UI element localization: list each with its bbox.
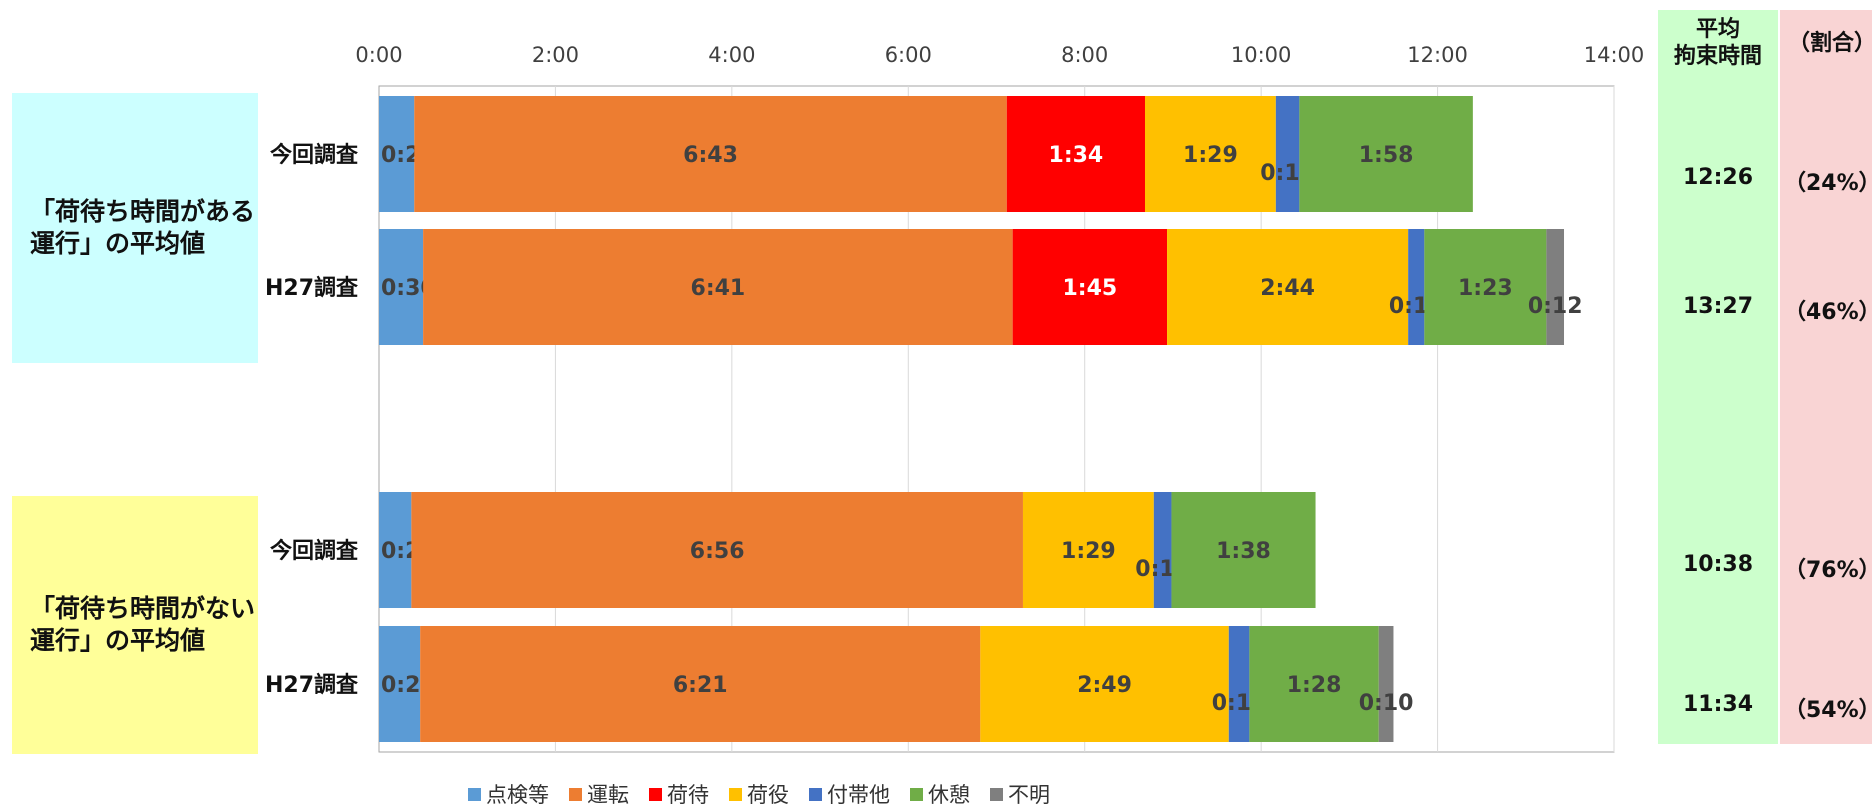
bar-segment bbox=[1299, 96, 1473, 212]
legend-label: 付帯他 bbox=[827, 783, 890, 807]
data-label: 1:23 bbox=[1458, 276, 1513, 301]
legend-swatch bbox=[809, 787, 822, 801]
bar-segment bbox=[1424, 229, 1547, 345]
legend-label: 休憩 bbox=[928, 783, 970, 807]
bar-segment bbox=[1408, 229, 1425, 345]
legend-item: 運転 bbox=[569, 779, 629, 809]
group-label-with-waiting: 「荷待ち時間がある 運行」の平均値 bbox=[12, 93, 258, 363]
bar-segment bbox=[1006, 96, 1145, 212]
bar-segment bbox=[414, 96, 1007, 212]
bar-segment bbox=[1546, 229, 1565, 345]
bar-segment bbox=[1171, 492, 1316, 608]
average-restraint-time-header: 平均 拘束時間 bbox=[1673, 17, 1762, 69]
data-label: 1:29 bbox=[1183, 143, 1238, 168]
legend-item: 点検等 bbox=[468, 779, 549, 809]
group-label-without-waiting: 「荷待ち時間がない 運行」の平均値 bbox=[12, 496, 258, 754]
legend-swatch bbox=[729, 787, 742, 801]
data-label: 6:41 bbox=[691, 276, 746, 301]
ratio-value-g1-h27: （46%） bbox=[1784, 300, 1872, 325]
data-label: 1:28 bbox=[1287, 673, 1342, 698]
legend-swatch bbox=[468, 787, 481, 801]
data-label: 6:21 bbox=[673, 673, 728, 698]
bar-segment bbox=[1167, 229, 1409, 345]
legend-label: 荷役 bbox=[747, 783, 789, 807]
x-tick-label: 0:00 bbox=[355, 43, 402, 67]
bar-segment bbox=[1275, 96, 1300, 212]
bar-segment bbox=[379, 492, 412, 608]
x-tick-label: 4:00 bbox=[708, 43, 755, 67]
row-label: H27調査 bbox=[265, 672, 359, 698]
bar-segment bbox=[411, 492, 1023, 608]
legend-swatch bbox=[990, 787, 1003, 801]
row-label: H27調査 bbox=[265, 275, 359, 301]
avg-value-g2-h27: 11:34 bbox=[1682, 692, 1754, 717]
avg-value-g1-h27: 13:27 bbox=[1682, 294, 1754, 319]
legend-swatch bbox=[910, 787, 923, 801]
data-label: 0:12 bbox=[1528, 294, 1583, 319]
ratio-value-g2-current: （76%） bbox=[1784, 558, 1872, 583]
bar-segment bbox=[1153, 492, 1172, 608]
bar-segment bbox=[1012, 229, 1168, 345]
legend-item: 不明 bbox=[990, 779, 1050, 809]
data-label: 6:43 bbox=[683, 143, 738, 168]
data-label: 1:38 bbox=[1216, 539, 1271, 564]
legend-item: 休憩 bbox=[910, 779, 970, 809]
bar-segment bbox=[1378, 626, 1394, 742]
data-label: 6:56 bbox=[690, 539, 745, 564]
x-tick-label: 10:00 bbox=[1231, 43, 1292, 67]
data-label: 1:29 bbox=[1061, 539, 1116, 564]
row-label: 今回調査 bbox=[270, 538, 359, 564]
x-tick-label: 6:00 bbox=[885, 43, 932, 67]
average-restraint-time-column: 平均 拘束時間 12:26 13:27 10:38 11:34 bbox=[1658, 10, 1778, 744]
legend-swatch bbox=[569, 787, 582, 801]
data-label: 2:49 bbox=[1077, 673, 1132, 698]
row-label: 今回調査 bbox=[270, 142, 359, 168]
legend-label: 荷待 bbox=[667, 783, 709, 807]
x-tick-label: 8:00 bbox=[1061, 43, 1108, 67]
bar-segment bbox=[379, 229, 424, 345]
legend-label: 点検等 bbox=[486, 783, 549, 807]
legend-label: 運転 bbox=[587, 783, 629, 807]
bar-segment bbox=[379, 626, 421, 742]
ratio-value-g1-current: （24%） bbox=[1784, 171, 1872, 196]
avg-value-g1-current: 12:26 bbox=[1682, 165, 1754, 190]
ratio-column: （割合） （24%） （46%） （76%） （54%） bbox=[1780, 10, 1872, 744]
bar-segment bbox=[1228, 626, 1250, 742]
legend-item: 付帯他 bbox=[809, 779, 890, 809]
bar-segment bbox=[1022, 492, 1154, 608]
avg-value-g2-current: 10:38 bbox=[1682, 552, 1754, 577]
legend-swatch bbox=[649, 787, 662, 801]
bar-segment bbox=[1144, 96, 1276, 212]
data-label: 1:45 bbox=[1062, 276, 1117, 301]
x-tick-label: 12:00 bbox=[1407, 43, 1468, 67]
x-tick-label: 2:00 bbox=[532, 43, 579, 67]
ratio-value-g2-h27: （54%） bbox=[1784, 698, 1872, 723]
bar-segment bbox=[1249, 626, 1379, 742]
data-label: 0:10 bbox=[1359, 691, 1414, 716]
legend-item: 荷役 bbox=[729, 779, 789, 809]
bar-segment bbox=[423, 229, 1013, 345]
bar-segment bbox=[379, 96, 415, 212]
legend-item: 荷待 bbox=[649, 779, 709, 809]
data-label: 2:44 bbox=[1260, 276, 1315, 301]
bar-segment bbox=[420, 626, 981, 742]
data-label: 1:34 bbox=[1049, 143, 1104, 168]
chart-legend: 点検等 運転 荷待 荷役 付帯他 休憩 不明 bbox=[468, 779, 1050, 809]
x-tick-label: 14:00 bbox=[1584, 43, 1645, 67]
ratio-header: （割合） bbox=[1788, 31, 1872, 56]
legend-label: 不明 bbox=[1008, 783, 1050, 807]
bar-segment bbox=[980, 626, 1229, 742]
data-label: 1:58 bbox=[1359, 143, 1414, 168]
